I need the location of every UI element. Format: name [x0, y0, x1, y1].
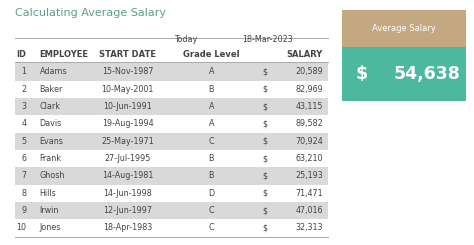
- Text: Irwin: Irwin: [39, 206, 59, 215]
- Text: $: $: [263, 137, 267, 146]
- Text: EMPLOYEE: EMPLOYEE: [39, 50, 89, 60]
- Text: A: A: [209, 119, 214, 128]
- Text: 14-Aug-1981: 14-Aug-1981: [102, 171, 154, 180]
- Text: B: B: [209, 85, 214, 94]
- Text: Today: Today: [174, 35, 198, 44]
- Text: $: $: [356, 65, 367, 83]
- Text: Ghosh: Ghosh: [39, 171, 65, 180]
- Text: D: D: [209, 189, 215, 198]
- Text: $: $: [263, 189, 267, 198]
- Text: B: B: [209, 154, 214, 163]
- Text: 82,969: 82,969: [295, 85, 323, 94]
- Bar: [341, 47, 466, 101]
- Text: 2: 2: [21, 85, 27, 94]
- Text: START DATE: START DATE: [100, 50, 156, 60]
- Text: SALARY: SALARY: [287, 50, 323, 60]
- Text: 25-May-1971: 25-May-1971: [101, 137, 154, 146]
- Text: Davis: Davis: [39, 119, 62, 128]
- Text: 20,589: 20,589: [295, 67, 323, 76]
- Bar: [15, 167, 328, 184]
- Text: 32,313: 32,313: [295, 223, 323, 232]
- Text: 10-Jun-1991: 10-Jun-1991: [103, 102, 152, 111]
- Text: 70,924: 70,924: [295, 137, 323, 146]
- Text: $: $: [263, 102, 267, 111]
- Text: 1: 1: [22, 67, 27, 76]
- Text: A: A: [209, 67, 214, 76]
- Text: $: $: [263, 85, 267, 94]
- Text: Clark: Clark: [39, 102, 61, 111]
- Text: $: $: [263, 206, 267, 215]
- Text: 12-Jun-1997: 12-Jun-1997: [103, 206, 152, 215]
- Text: 14-Jun-1998: 14-Jun-1998: [103, 189, 152, 198]
- Text: 3: 3: [22, 102, 27, 111]
- Text: Average Salary: Average Salary: [372, 24, 436, 33]
- Text: ID: ID: [17, 50, 27, 60]
- Text: 27-Jul-1995: 27-Jul-1995: [105, 154, 151, 163]
- Text: C: C: [209, 137, 214, 146]
- Bar: [15, 63, 328, 81]
- Bar: [341, 10, 466, 47]
- Text: B: B: [209, 171, 214, 180]
- Text: C: C: [209, 223, 214, 232]
- Text: 4: 4: [22, 119, 27, 128]
- Text: Grade Level: Grade Level: [183, 50, 240, 60]
- Text: 63,210: 63,210: [295, 154, 323, 163]
- Text: 25,193: 25,193: [295, 171, 323, 180]
- Text: 19-Aug-1994: 19-Aug-1994: [102, 119, 154, 128]
- Text: 9: 9: [21, 206, 27, 215]
- Text: $: $: [263, 67, 267, 76]
- Text: Adams: Adams: [39, 67, 67, 76]
- Text: $: $: [263, 171, 267, 180]
- Bar: [15, 98, 328, 115]
- Text: 10-May-2001: 10-May-2001: [101, 85, 154, 94]
- Text: C: C: [209, 206, 214, 215]
- Text: Evans: Evans: [39, 137, 64, 146]
- Text: Baker: Baker: [39, 85, 63, 94]
- Text: 10: 10: [17, 223, 27, 232]
- Text: 47,016: 47,016: [295, 206, 323, 215]
- Text: Hills: Hills: [39, 189, 56, 198]
- Text: Jones: Jones: [39, 223, 61, 232]
- Text: 7: 7: [21, 171, 27, 180]
- Text: A: A: [209, 102, 214, 111]
- Text: 89,582: 89,582: [295, 119, 323, 128]
- Text: 18-Apr-1983: 18-Apr-1983: [103, 223, 153, 232]
- Text: $: $: [263, 223, 267, 232]
- Text: $: $: [263, 119, 267, 128]
- Text: $: $: [263, 154, 267, 163]
- Text: 6: 6: [22, 154, 27, 163]
- Text: 43,115: 43,115: [295, 102, 323, 111]
- Text: Calculating Average Salary: Calculating Average Salary: [15, 8, 166, 18]
- Bar: [15, 202, 328, 219]
- Text: 15-Nov-1987: 15-Nov-1987: [102, 67, 154, 76]
- Text: 5: 5: [21, 137, 27, 146]
- Text: 54,638: 54,638: [393, 65, 460, 83]
- Text: 8: 8: [22, 189, 27, 198]
- Bar: [15, 133, 328, 150]
- Text: 71,471: 71,471: [295, 189, 323, 198]
- Text: 18-Mar-2023: 18-Mar-2023: [242, 35, 292, 44]
- Text: Frank: Frank: [39, 154, 62, 163]
